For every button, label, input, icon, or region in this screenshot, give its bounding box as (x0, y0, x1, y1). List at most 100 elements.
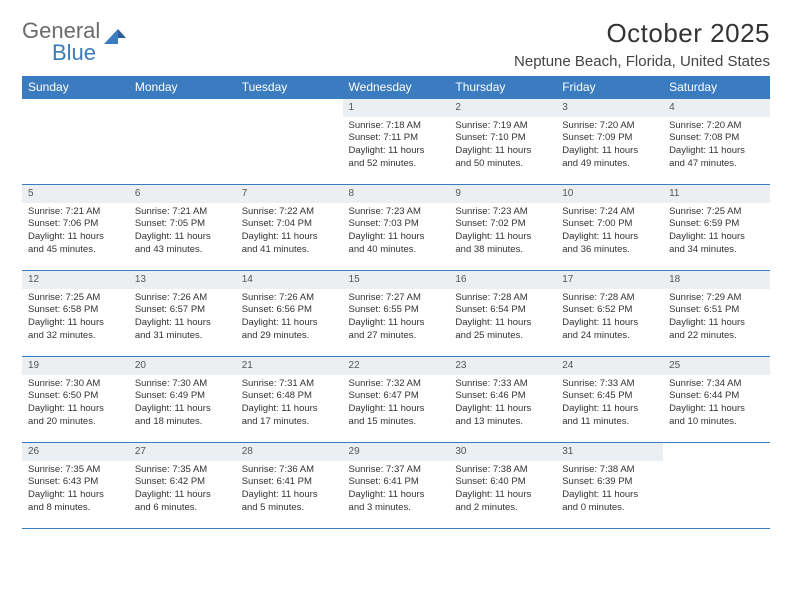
day-number-cell: 7 (236, 185, 343, 203)
day-content-cell: Sunrise: 7:35 AMSunset: 6:42 PMDaylight:… (129, 461, 236, 529)
daylight-text: and 25 minutes. (455, 330, 550, 343)
daylight-text: Daylight: 11 hours (28, 231, 123, 244)
daylight-text: Daylight: 11 hours (135, 489, 230, 502)
day-content-cell: Sunrise: 7:20 AMSunset: 7:08 PMDaylight:… (663, 117, 770, 185)
day-number-cell: 2 (449, 99, 556, 117)
daylight-text: and 34 minutes. (669, 244, 764, 257)
day-content-cell (663, 461, 770, 529)
day-content-cell: Sunrise: 7:38 AMSunset: 6:40 PMDaylight:… (449, 461, 556, 529)
day-number-cell: 6 (129, 185, 236, 203)
daylight-text: and 8 minutes. (28, 502, 123, 515)
day-content-cell: Sunrise: 7:22 AMSunset: 7:04 PMDaylight:… (236, 203, 343, 271)
sunset-text: Sunset: 6:42 PM (135, 476, 230, 489)
day-number-cell: 13 (129, 271, 236, 289)
day-content-cell: Sunrise: 7:20 AMSunset: 7:09 PMDaylight:… (556, 117, 663, 185)
sunset-text: Sunset: 6:50 PM (28, 390, 123, 403)
daynum-row: 567891011 (22, 185, 770, 203)
sunset-text: Sunset: 6:40 PM (455, 476, 550, 489)
sunrise-text: Sunrise: 7:29 AM (669, 292, 764, 305)
day-content-cell: Sunrise: 7:21 AMSunset: 7:05 PMDaylight:… (129, 203, 236, 271)
sunset-text: Sunset: 7:09 PM (562, 132, 657, 145)
day-number-cell: 15 (343, 271, 450, 289)
day-content-cell: Sunrise: 7:26 AMSunset: 6:56 PMDaylight:… (236, 289, 343, 357)
daylight-text: and 0 minutes. (562, 502, 657, 515)
daylight-text: Daylight: 11 hours (28, 403, 123, 416)
day-number-cell: 21 (236, 357, 343, 375)
sunset-text: Sunset: 7:05 PM (135, 218, 230, 231)
sunrise-text: Sunrise: 7:33 AM (455, 378, 550, 391)
day-number-cell: 28 (236, 443, 343, 461)
daylight-text: Daylight: 11 hours (349, 231, 444, 244)
sunrise-text: Sunrise: 7:25 AM (669, 206, 764, 219)
day-number-cell: 9 (449, 185, 556, 203)
daynum-row: 262728293031 (22, 443, 770, 461)
daylight-text: Daylight: 11 hours (349, 145, 444, 158)
daylight-text: Daylight: 11 hours (562, 145, 657, 158)
sunrise-text: Sunrise: 7:23 AM (349, 206, 444, 219)
daylight-text: Daylight: 11 hours (669, 403, 764, 416)
logo-triangle-icon (104, 26, 126, 44)
daynum-row: 1234 (22, 99, 770, 117)
sunrise-text: Sunrise: 7:19 AM (455, 120, 550, 133)
day-number-cell: 11 (663, 185, 770, 203)
logo: GeneralBlue (22, 18, 126, 66)
day-number-cell: 18 (663, 271, 770, 289)
sunrise-text: Sunrise: 7:30 AM (135, 378, 230, 391)
daylight-text: and 17 minutes. (242, 416, 337, 429)
content-row: Sunrise: 7:18 AMSunset: 7:11 PMDaylight:… (22, 117, 770, 185)
sunset-text: Sunset: 7:04 PM (242, 218, 337, 231)
daylight-text: Daylight: 11 hours (242, 403, 337, 416)
daylight-text: and 29 minutes. (242, 330, 337, 343)
sunrise-text: Sunrise: 7:28 AM (562, 292, 657, 305)
daylight-text: Daylight: 11 hours (669, 231, 764, 244)
daylight-text: and 11 minutes. (562, 416, 657, 429)
daylight-text: Daylight: 11 hours (562, 403, 657, 416)
day-number-cell: 24 (556, 357, 663, 375)
sunrise-text: Sunrise: 7:18 AM (349, 120, 444, 133)
sunrise-text: Sunrise: 7:37 AM (349, 464, 444, 477)
daylight-text: and 52 minutes. (349, 158, 444, 171)
day-number-cell: 3 (556, 99, 663, 117)
day-number-cell: 12 (22, 271, 129, 289)
sunset-text: Sunset: 6:58 PM (28, 304, 123, 317)
day-number-cell: 26 (22, 443, 129, 461)
day-header: Saturday (663, 76, 770, 99)
daylight-text: Daylight: 11 hours (242, 489, 337, 502)
daylight-text: and 32 minutes. (28, 330, 123, 343)
daylight-text: Daylight: 11 hours (562, 489, 657, 502)
daylight-text: Daylight: 11 hours (28, 489, 123, 502)
content-row: Sunrise: 7:35 AMSunset: 6:43 PMDaylight:… (22, 461, 770, 529)
day-content-cell: Sunrise: 7:25 AMSunset: 6:59 PMDaylight:… (663, 203, 770, 271)
sunset-text: Sunset: 7:00 PM (562, 218, 657, 231)
day-number-cell: 1 (343, 99, 450, 117)
day-content-cell: Sunrise: 7:31 AMSunset: 6:48 PMDaylight:… (236, 375, 343, 443)
month-title: October 2025 (514, 18, 770, 49)
sunrise-text: Sunrise: 7:25 AM (28, 292, 123, 305)
day-number-cell (22, 99, 129, 117)
day-content-cell: Sunrise: 7:36 AMSunset: 6:41 PMDaylight:… (236, 461, 343, 529)
daylight-text: and 18 minutes. (135, 416, 230, 429)
day-content-cell (22, 117, 129, 185)
sunset-text: Sunset: 7:11 PM (349, 132, 444, 145)
sunset-text: Sunset: 6:56 PM (242, 304, 337, 317)
sunset-text: Sunset: 6:46 PM (455, 390, 550, 403)
sunrise-text: Sunrise: 7:36 AM (242, 464, 337, 477)
day-header: Thursday (449, 76, 556, 99)
day-content-cell: Sunrise: 7:23 AMSunset: 7:03 PMDaylight:… (343, 203, 450, 271)
day-content-cell: Sunrise: 7:18 AMSunset: 7:11 PMDaylight:… (343, 117, 450, 185)
day-content-cell: Sunrise: 7:21 AMSunset: 7:06 PMDaylight:… (22, 203, 129, 271)
day-content-cell: Sunrise: 7:29 AMSunset: 6:51 PMDaylight:… (663, 289, 770, 357)
sunset-text: Sunset: 7:10 PM (455, 132, 550, 145)
content-row: Sunrise: 7:25 AMSunset: 6:58 PM Daylight:… (22, 289, 770, 357)
sunrise-text: Sunrise: 7:23 AM (455, 206, 550, 219)
day-number-cell: 31 (556, 443, 663, 461)
daylight-text: Daylight: 11 hours (562, 317, 657, 330)
sunset-text: Sunset: 6:44 PM (669, 390, 764, 403)
daylight-text: and 43 minutes. (135, 244, 230, 257)
daylight-text: Daylight: 11 hours (562, 231, 657, 244)
sunrise-text: Sunrise: 7:20 AM (562, 120, 657, 133)
sunrise-text: Sunrise: 7:22 AM (242, 206, 337, 219)
daylight-text: Daylight: 11 hours (135, 231, 230, 244)
sunrise-text: Sunrise: 7:34 AM (669, 378, 764, 391)
sunset-text: Sunset: 6:41 PM (242, 476, 337, 489)
